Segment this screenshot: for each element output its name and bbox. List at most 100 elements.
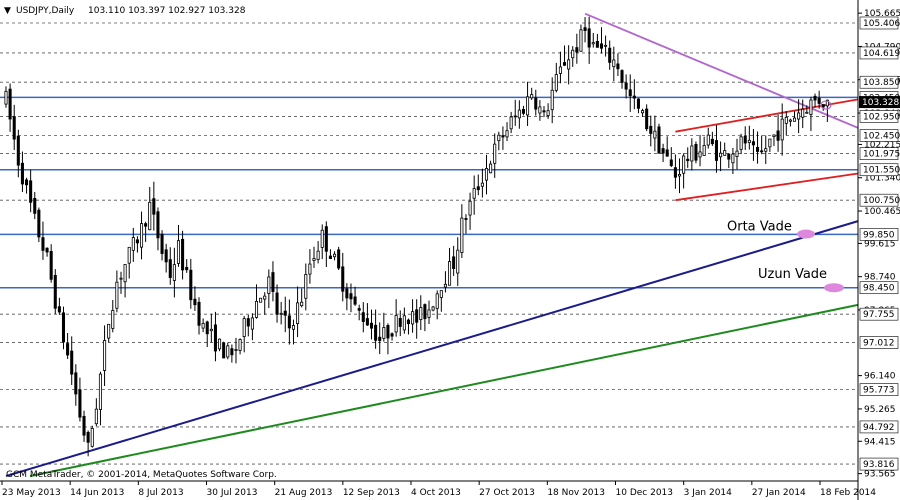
- candle-body: [49, 251, 53, 280]
- candle-body: [308, 263, 312, 275]
- candle-body: [148, 201, 152, 231]
- candle-body: [550, 89, 554, 111]
- y-tick-label: 96.140: [864, 372, 896, 382]
- candle-body: [817, 97, 821, 104]
- x-tick-label: 18 Feb 2014: [820, 488, 876, 498]
- candle-body: [768, 138, 772, 148]
- candle-body: [801, 108, 805, 118]
- candle-body: [90, 428, 94, 447]
- candle-body: [98, 373, 102, 410]
- candle-body: [271, 272, 275, 292]
- candle-body: [275, 292, 279, 315]
- candle-body: [341, 266, 345, 292]
- uzun-vade-label: Uzun Vade: [758, 267, 827, 282]
- candle-body: [123, 264, 127, 283]
- candle-body: [369, 322, 374, 329]
- candle-body: [94, 408, 98, 425]
- x-tick-label: 12 Sep 2013: [343, 488, 400, 498]
- level-label: 104.619: [863, 49, 900, 59]
- candle-body: [107, 323, 111, 339]
- candle-body: [312, 258, 316, 261]
- candle-body: [669, 159, 673, 167]
- candle-body: [710, 138, 714, 145]
- candle-body: [415, 309, 419, 323]
- candle-body: [41, 237, 45, 251]
- candle-body: [365, 318, 369, 326]
- candle-body: [542, 110, 546, 113]
- x-tick-label: 3 Jan 2014: [684, 488, 732, 498]
- current-price-label: 103.328: [862, 98, 899, 108]
- candle-body: [632, 95, 636, 99]
- candle-body: [604, 44, 608, 47]
- candle-body: [501, 135, 505, 138]
- candle-body: [702, 145, 706, 156]
- candle-body: [427, 309, 431, 318]
- candle-body: [82, 415, 86, 436]
- candle-body: [739, 136, 743, 150]
- candle-body: [764, 148, 768, 152]
- candle-body: [649, 125, 653, 134]
- y-tick-labels: 105.665104.790103.915103.040102.215101.3…: [858, 9, 900, 480]
- candle-body: [747, 139, 751, 143]
- candle-body: [29, 180, 33, 203]
- candle-body: [20, 162, 24, 185]
- candle-body: [304, 273, 308, 299]
- candle-body: [259, 297, 263, 303]
- candle-body: [452, 256, 456, 269]
- x-tick-label: 14 Jun 2013: [70, 488, 124, 498]
- candle-body: [579, 29, 583, 52]
- candle-body: [612, 59, 616, 68]
- candle-body: [406, 319, 410, 325]
- candle-body: [226, 345, 230, 358]
- candle-body: [254, 301, 259, 318]
- candle-body: [435, 293, 439, 309]
- candle-body: [4, 90, 8, 105]
- y-tick-label: 99.615: [864, 239, 896, 249]
- candle-body: [291, 325, 296, 330]
- level-label: 101.975: [863, 150, 900, 160]
- level-label: 98.450: [863, 284, 895, 294]
- candle-body: [813, 95, 817, 101]
- collapse-arrow-icon[interactable]: ▼: [4, 6, 11, 16]
- candle-body: [238, 338, 242, 351]
- level-label-box: [859, 147, 899, 160]
- candle-body: [66, 343, 70, 356]
- candle-body: [160, 233, 164, 254]
- candle-body: [402, 315, 406, 331]
- candle-body: [562, 62, 567, 66]
- copyright-text: GCM MetaTrader, © 2001-2014, MetaQuotes …: [6, 470, 277, 480]
- x-tick-label: 30 Jul 2013: [207, 488, 258, 498]
- level-label-box: [859, 129, 899, 142]
- candle-body: [743, 136, 747, 144]
- candle-body: [267, 276, 271, 294]
- level-label-box: [859, 281, 899, 295]
- candle-body: [111, 310, 115, 329]
- level-label-box: [859, 163, 899, 177]
- candle-body: [144, 223, 148, 227]
- candle-body: [727, 153, 731, 160]
- level-label: 95.773: [863, 386, 895, 396]
- candle-body: [37, 209, 41, 238]
- current-price-box: [859, 96, 900, 109]
- annotations: Orta Vade Uzun Vade: [727, 100, 844, 293]
- level-label-box: [859, 75, 899, 89]
- candle-body: [714, 140, 719, 161]
- candle-body: [135, 239, 139, 244]
- x-tick-label: 27 Oct 2013: [479, 488, 535, 498]
- candle-body: [521, 109, 525, 114]
- candle-body: [33, 197, 37, 214]
- resistance-trendline: [584, 12, 859, 129]
- candle-body: [209, 328, 213, 332]
- trend-lines: [5, 12, 859, 478]
- candle-body: [324, 226, 328, 252]
- candle-body: [698, 151, 702, 158]
- candle-body: [279, 312, 283, 315]
- level-label-box: [859, 336, 899, 349]
- candle-body: [61, 312, 66, 343]
- candle-body: [530, 94, 534, 99]
- candle-body: [821, 104, 825, 108]
- candle-body: [53, 275, 57, 309]
- x-tick-label: 4 Oct 2013: [411, 488, 461, 498]
- candle-body: [230, 348, 234, 356]
- candle-body: [353, 296, 357, 305]
